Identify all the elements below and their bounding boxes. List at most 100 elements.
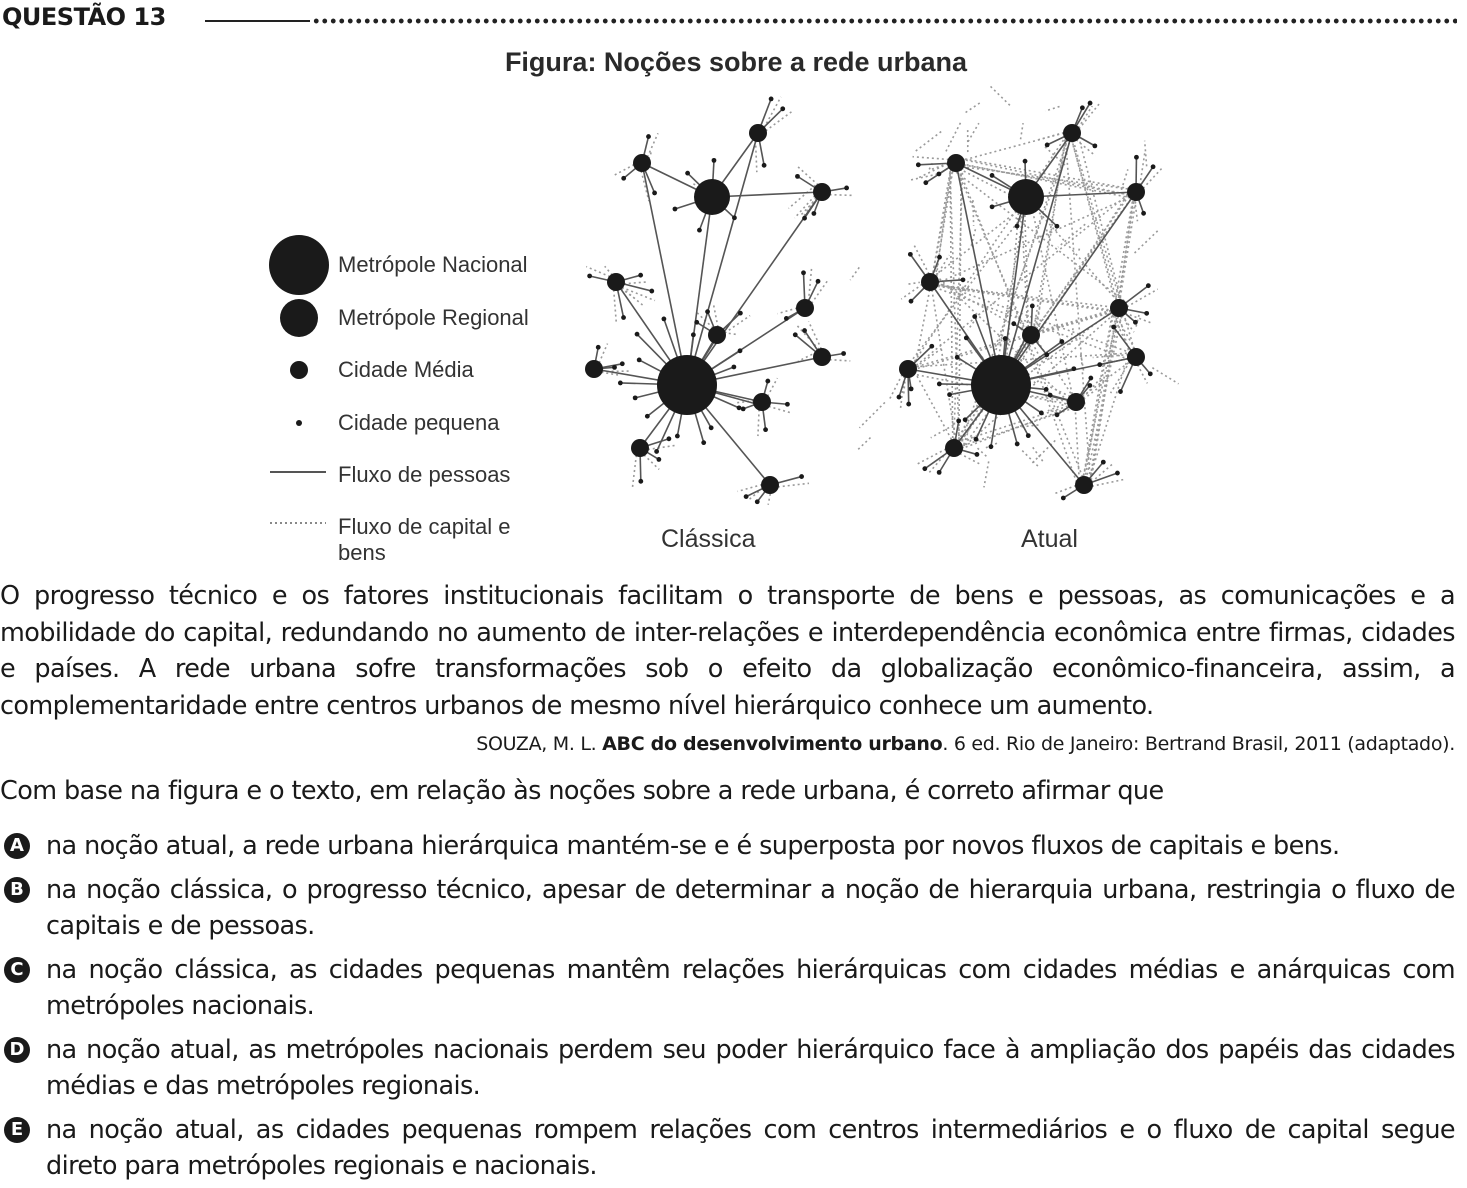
option-b[interactable]: B na noção clássica, o progresso técnico… <box>0 872 1455 948</box>
cidade-pequena-node <box>691 332 696 337</box>
cidade-pequena-node <box>923 180 928 185</box>
cidade-pequena-node <box>1141 211 1146 216</box>
question-paragraph: O progresso técnico e os fatores institu… <box>0 578 1455 724</box>
cidade-pequena-node <box>638 479 643 484</box>
option-b-badge: B <box>4 877 30 903</box>
option-d[interactable]: D na noção atual, as metrópoles nacionai… <box>0 1032 1455 1108</box>
option-a-badge: A <box>4 833 30 859</box>
cidade-pequena-node <box>694 320 699 325</box>
network-label-atual: Atual <box>1021 525 1078 554</box>
cidade-pequena-node <box>780 106 785 111</box>
cidade-pequena-node <box>841 351 846 356</box>
cidade-pequena-node <box>784 316 789 321</box>
capital-flow-line <box>1085 312 1122 485</box>
header-rule <box>205 20 310 22</box>
capital-flow-line <box>1083 387 1099 399</box>
cidade-pequena-node <box>990 204 995 209</box>
capital-flow-line <box>989 85 1010 106</box>
option-c[interactable]: C na noção clássica, as cidades pequenas… <box>0 952 1455 1028</box>
cidade-pequena-node <box>937 470 942 475</box>
cidade-pequena-node <box>975 452 980 457</box>
cidade-pequena-node <box>697 228 702 233</box>
capital-flow-line <box>1135 229 1160 253</box>
cidade-pequena-node <box>799 474 804 479</box>
legend-label-fluxo-pessoas: Fluxo de pessoas <box>338 462 510 488</box>
option-a[interactable]: A na noção atual, a rede urbana hierárqu… <box>0 828 1455 868</box>
cidade-pequena-node <box>1092 143 1097 148</box>
cidade-pequena-node <box>1048 393 1053 398</box>
cidade-pequena-node <box>762 163 767 168</box>
option-c-text: na noção clássica, as cidades pequenas m… <box>46 952 1455 1024</box>
cidade-pequena-node <box>947 392 952 397</box>
capital-flow-line <box>1152 368 1178 384</box>
cidade-media-node <box>796 299 814 317</box>
capital-flow-line <box>789 185 816 208</box>
capital-flow-line <box>648 445 677 449</box>
cidade-pequena-node <box>621 176 626 181</box>
cidade-media-node <box>899 360 917 378</box>
question-prompt: Com base na figura e o texto, em relação… <box>0 776 1164 806</box>
people-flow-line <box>1001 133 1072 385</box>
capital-flow-line <box>1033 447 1044 462</box>
cidade-pequena-node <box>645 414 650 419</box>
option-d-badge: D <box>4 1037 30 1063</box>
cidade-pequena-node <box>1080 105 1085 110</box>
metropole-nacional-node <box>657 355 717 415</box>
cidade-pequena-node <box>1045 142 1050 147</box>
capital-flow-line <box>769 406 792 413</box>
cidade-pequena-node <box>897 395 902 400</box>
cidade-pequena-node <box>961 277 966 282</box>
cidade-pequena-node <box>909 386 914 391</box>
cidade-pequena-node <box>972 314 977 319</box>
cidade-pequena-node <box>1115 471 1120 476</box>
option-b-text: na noção clássica, o progresso técnico, … <box>46 872 1455 944</box>
source-details: . 6 ed. Rio de Janeiro: Bertrand Brasil,… <box>942 733 1455 755</box>
capital-flow-line <box>901 284 922 299</box>
cidade-media-node <box>753 393 771 411</box>
option-e-badge: E <box>4 1117 30 1143</box>
cidade-pequena-node <box>635 332 640 337</box>
metropole-nacional-node <box>971 355 1031 415</box>
cidade-pequena-node <box>785 402 790 407</box>
cidade-pequena-node <box>637 358 642 363</box>
people-flow-line <box>687 133 758 385</box>
capital-flow-line <box>1078 106 1092 128</box>
capital-flow-line <box>624 282 648 284</box>
cidade-pequena-node <box>738 348 743 353</box>
option-a-text: na noção atual, a rede urbana hierárquic… <box>46 828 1455 864</box>
capital-flow-line <box>931 425 954 438</box>
capital-flow-line <box>830 195 854 196</box>
capital-flow-line <box>778 308 797 314</box>
cidade-pequena-node <box>1088 101 1093 106</box>
cidade-pequena-node <box>765 379 770 384</box>
cidade-media-node <box>585 360 603 378</box>
cidade-media-node <box>708 326 726 344</box>
cidade-media-node <box>633 154 651 172</box>
cidade-pequena-node <box>737 405 742 410</box>
cidade-media-node <box>607 273 625 291</box>
cidade-media-node <box>1127 183 1145 201</box>
option-e[interactable]: E na noção atual, as cidades pequenas ro… <box>0 1112 1455 1188</box>
cidade-pequena-node <box>922 466 927 471</box>
cidade-pequena-node <box>755 499 760 504</box>
cidade-pequena-node <box>1061 496 1066 501</box>
capital-flow-line <box>966 102 982 113</box>
cidade-pequena-node <box>1059 339 1064 344</box>
capital-flow-line <box>1021 123 1024 139</box>
cidade-pequena-node <box>769 96 774 101</box>
cidade-pequena-node <box>621 315 626 320</box>
cidade-pequena-node <box>964 335 969 340</box>
capital-flow-line <box>1058 224 1085 247</box>
cidade-media-node <box>921 273 939 291</box>
cidade-pequena-node <box>638 273 643 278</box>
option-e-text: na noção atual, as cidades pequenas romp… <box>46 1112 1455 1184</box>
capital-flow-line <box>916 131 942 151</box>
cidade-pequena-node <box>738 311 743 316</box>
cidade-pequena-node <box>744 494 749 499</box>
capital-flow-line <box>756 141 757 173</box>
legend-label-fluxo-capital: Fluxo de capital e bens <box>338 514 538 566</box>
capital-flow-line <box>933 285 1117 308</box>
cidade-pequena-node <box>646 134 651 139</box>
cidade-pequena-node <box>989 444 994 449</box>
cidade-pequena-node <box>811 211 816 216</box>
